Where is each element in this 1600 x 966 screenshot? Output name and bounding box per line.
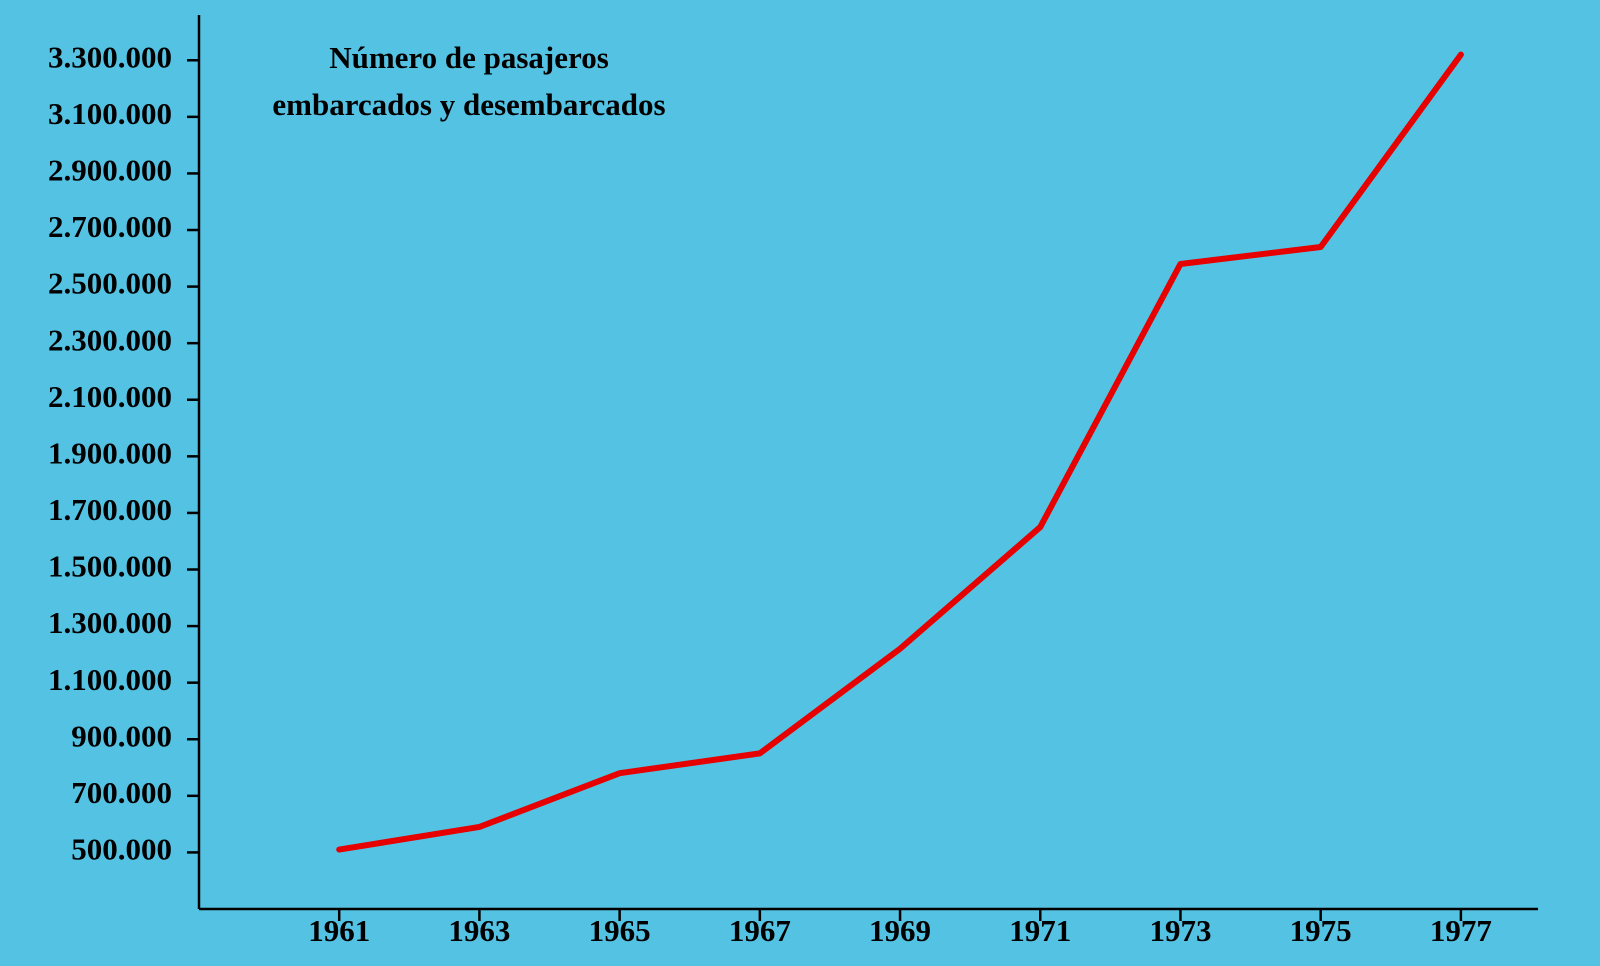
x-tick-label: 1961 bbox=[308, 913, 370, 948]
y-tick-label: 2.300.000 bbox=[48, 322, 172, 357]
x-tick-label: 1969 bbox=[869, 913, 931, 948]
y-tick-label: 1.100.000 bbox=[48, 662, 172, 697]
y-tick-label: 1.900.000 bbox=[48, 435, 172, 470]
y-tick-label: 500.000 bbox=[71, 832, 172, 867]
y-tick-label: 700.000 bbox=[71, 775, 172, 810]
x-tick-label: 1967 bbox=[729, 913, 791, 948]
y-tick-label: 1.300.000 bbox=[48, 605, 172, 640]
y-tick-label: 2.700.000 bbox=[48, 209, 172, 244]
y-tick-label: 3.100.000 bbox=[48, 96, 172, 131]
chart-title: Número de pasajeros bbox=[329, 40, 609, 75]
x-tick-label: 1973 bbox=[1149, 913, 1211, 948]
y-tick-label: 2.100.000 bbox=[48, 379, 172, 414]
y-tick-label: 2.500.000 bbox=[48, 266, 172, 301]
data-line bbox=[336, 51, 1464, 853]
y-tick-label: 2.900.000 bbox=[48, 153, 172, 188]
x-tick-label: 1975 bbox=[1290, 913, 1352, 948]
y-tick-label: 1.700.000 bbox=[48, 492, 172, 527]
y-tick-label: 1.500.000 bbox=[48, 549, 172, 584]
x-tick-label: 1977 bbox=[1430, 913, 1492, 948]
chart-title: embarcados y desembarcados bbox=[272, 87, 665, 122]
x-tick-label: 1963 bbox=[448, 913, 510, 948]
x-tick-label: 1971 bbox=[1009, 913, 1071, 948]
y-tick-label: 3.300.000 bbox=[48, 39, 172, 74]
x-tick-label: 1965 bbox=[589, 913, 651, 948]
y-tick-label: 900.000 bbox=[71, 718, 172, 753]
